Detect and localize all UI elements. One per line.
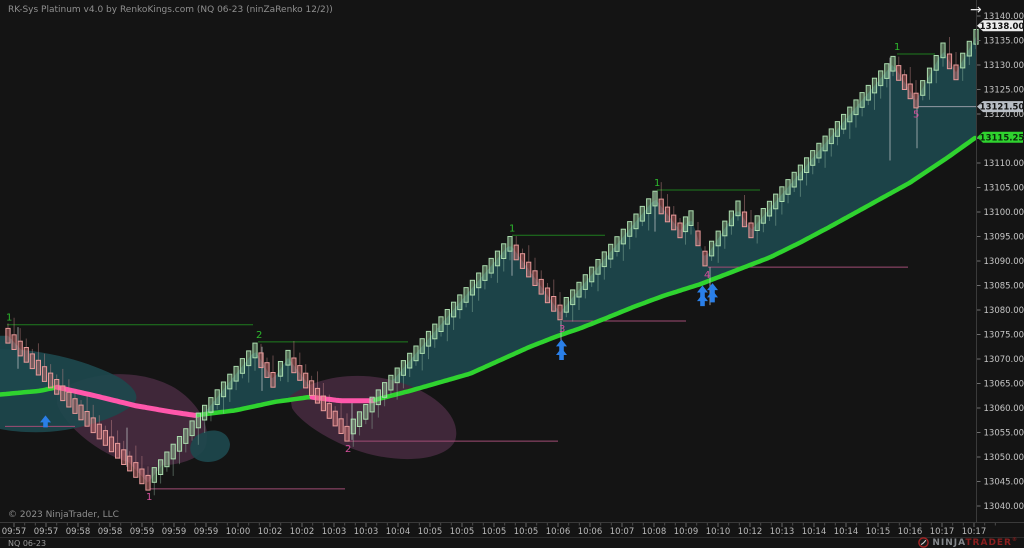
svg-text:13115.25: 13115.25	[980, 133, 1024, 143]
svg-text:13060.00: 13060.00	[984, 404, 1024, 414]
svg-text:13040.00: 13040.00	[984, 502, 1024, 512]
buy-arrow-icon	[707, 283, 718, 296]
svg-text:10:04: 10:04	[386, 527, 411, 537]
svg-text:09:57: 09:57	[2, 527, 27, 537]
svg-text:10:08: 10:08	[642, 527, 667, 537]
svg-text:10:10: 10:10	[706, 527, 731, 537]
svg-text:10:15: 10:15	[866, 527, 891, 537]
svg-text:10:17: 10:17	[930, 527, 955, 537]
svg-text:13120.00: 13120.00	[984, 110, 1024, 120]
svg-text:09:59: 09:59	[162, 527, 187, 537]
ninjatrader-icon	[918, 537, 930, 548]
svg-text:10:16: 10:16	[898, 527, 923, 537]
price-marker	[977, 101, 1023, 113]
svg-text:10:14: 10:14	[802, 527, 827, 537]
ninjatrader-wordmark: NINJATRADER®	[932, 537, 1018, 548]
scroll-to-latest-button[interactable]: →	[970, 2, 982, 18]
svg-text:4: 4	[704, 270, 710, 281]
svg-text:1: 1	[654, 178, 660, 189]
svg-text:13121.50: 13121.50	[980, 103, 1024, 113]
svg-text:13085.00: 13085.00	[984, 282, 1024, 292]
svg-text:09:58: 09:58	[66, 527, 91, 537]
chart-title: RK-Sys Platinum v4.0 by RenkoKings.com (…	[8, 5, 333, 15]
svg-text:10:03: 10:03	[322, 527, 347, 537]
ninjatrader-logo: NINJATRADER®	[918, 537, 1018, 548]
buy-arrow-icon	[697, 285, 708, 298]
svg-text:2: 2	[345, 444, 351, 455]
buy-arrow-icon	[40, 415, 51, 428]
svg-text:09:59: 09:59	[130, 527, 155, 537]
svg-text:13045.00: 13045.00	[984, 478, 1024, 488]
copyright-label: © 2023 NinjaTrader, LLC	[8, 510, 119, 520]
svg-text:10:03: 10:03	[354, 527, 379, 537]
svg-text:13138.00: 13138.00	[980, 22, 1024, 32]
svg-text:10:07: 10:07	[610, 527, 635, 537]
svg-text:10:00: 10:00	[226, 527, 251, 537]
svg-text:13125.00: 13125.00	[984, 86, 1024, 96]
buy-signal-arrows	[40, 283, 718, 428]
svg-text:13110.00: 13110.00	[984, 159, 1024, 169]
svg-text:09:59: 09:59	[194, 527, 219, 537]
svg-text:13050.00: 13050.00	[984, 453, 1024, 463]
svg-text:10:05: 10:05	[482, 527, 507, 537]
price-marker-tags: 13138.00 13121.50 13115.25	[977, 20, 1024, 143]
svg-text:13095.00: 13095.00	[984, 233, 1024, 243]
svg-text:13090.00: 13090.00	[984, 257, 1024, 267]
svg-text:10:06: 10:06	[546, 527, 571, 537]
instrument-tab-bar: NQ 06-23	[0, 538, 1024, 548]
svg-text:10:09: 10:09	[674, 527, 699, 537]
svg-text:10:14: 10:14	[834, 527, 859, 537]
svg-text:1: 1	[509, 223, 515, 234]
svg-text:13100.00: 13100.00	[984, 208, 1024, 218]
svg-text:13140.00: 13140.00	[984, 12, 1024, 22]
svg-text:10:05: 10:05	[418, 527, 443, 537]
svg-text:10:13: 10:13	[770, 527, 795, 537]
svg-text:13135.00: 13135.00	[984, 37, 1024, 47]
buy-arrow-icon	[697, 294, 708, 307]
svg-text:10:02: 10:02	[258, 527, 283, 537]
signal-level-lines	[5, 53, 976, 490]
moving-average-line	[0, 135, 978, 418]
svg-text:10:05: 10:05	[514, 527, 539, 537]
svg-text:10:05: 10:05	[450, 527, 475, 537]
svg-text:10:12: 10:12	[738, 527, 763, 537]
svg-text:10:17: 10:17	[962, 527, 987, 537]
svg-text:10:06: 10:06	[578, 527, 603, 537]
svg-text:13080.00: 13080.00	[984, 306, 1024, 316]
svg-text:1: 1	[894, 42, 900, 53]
svg-text:2: 2	[256, 330, 262, 341]
svg-text:13070.00: 13070.00	[984, 355, 1024, 365]
buy-arrow-icon	[707, 290, 718, 303]
signal-labels: 1 2 1 1 1 1 2 3 4 5	[6, 42, 919, 503]
svg-text:3: 3	[559, 324, 565, 335]
time-axis[interactable]: 09:57 09:57 09:58 09:58 09:59 09:59 09:59 10:00…	[0, 522, 1024, 538]
buy-arrow-icon	[556, 339, 567, 352]
svg-text:13105.00: 13105.00	[984, 184, 1024, 194]
indicator-clouds	[0, 36, 976, 483]
price-axis[interactable]: 13140.00 13135.00 13130.00 13125.00 13120.00…	[976, 0, 1024, 522]
renko-bars	[5, 29, 979, 496]
svg-text:1: 1	[6, 313, 12, 324]
svg-text:13065.00: 13065.00	[984, 380, 1024, 390]
svg-text:13055.00: 13055.00	[984, 429, 1024, 439]
svg-text:13075.00: 13075.00	[984, 331, 1024, 341]
svg-text:5: 5	[913, 110, 919, 121]
buy-arrow-icon	[556, 348, 567, 360]
svg-text:1: 1	[146, 492, 152, 503]
svg-text:13130.00: 13130.00	[984, 61, 1024, 71]
price-marker	[977, 131, 1023, 143]
instrument-tab[interactable]: NQ 06-23	[8, 539, 47, 548]
svg-text:09:57: 09:57	[34, 527, 59, 537]
price-marker	[977, 20, 1023, 32]
svg-text:09:58: 09:58	[98, 527, 123, 537]
svg-text:10:02: 10:02	[290, 527, 315, 537]
